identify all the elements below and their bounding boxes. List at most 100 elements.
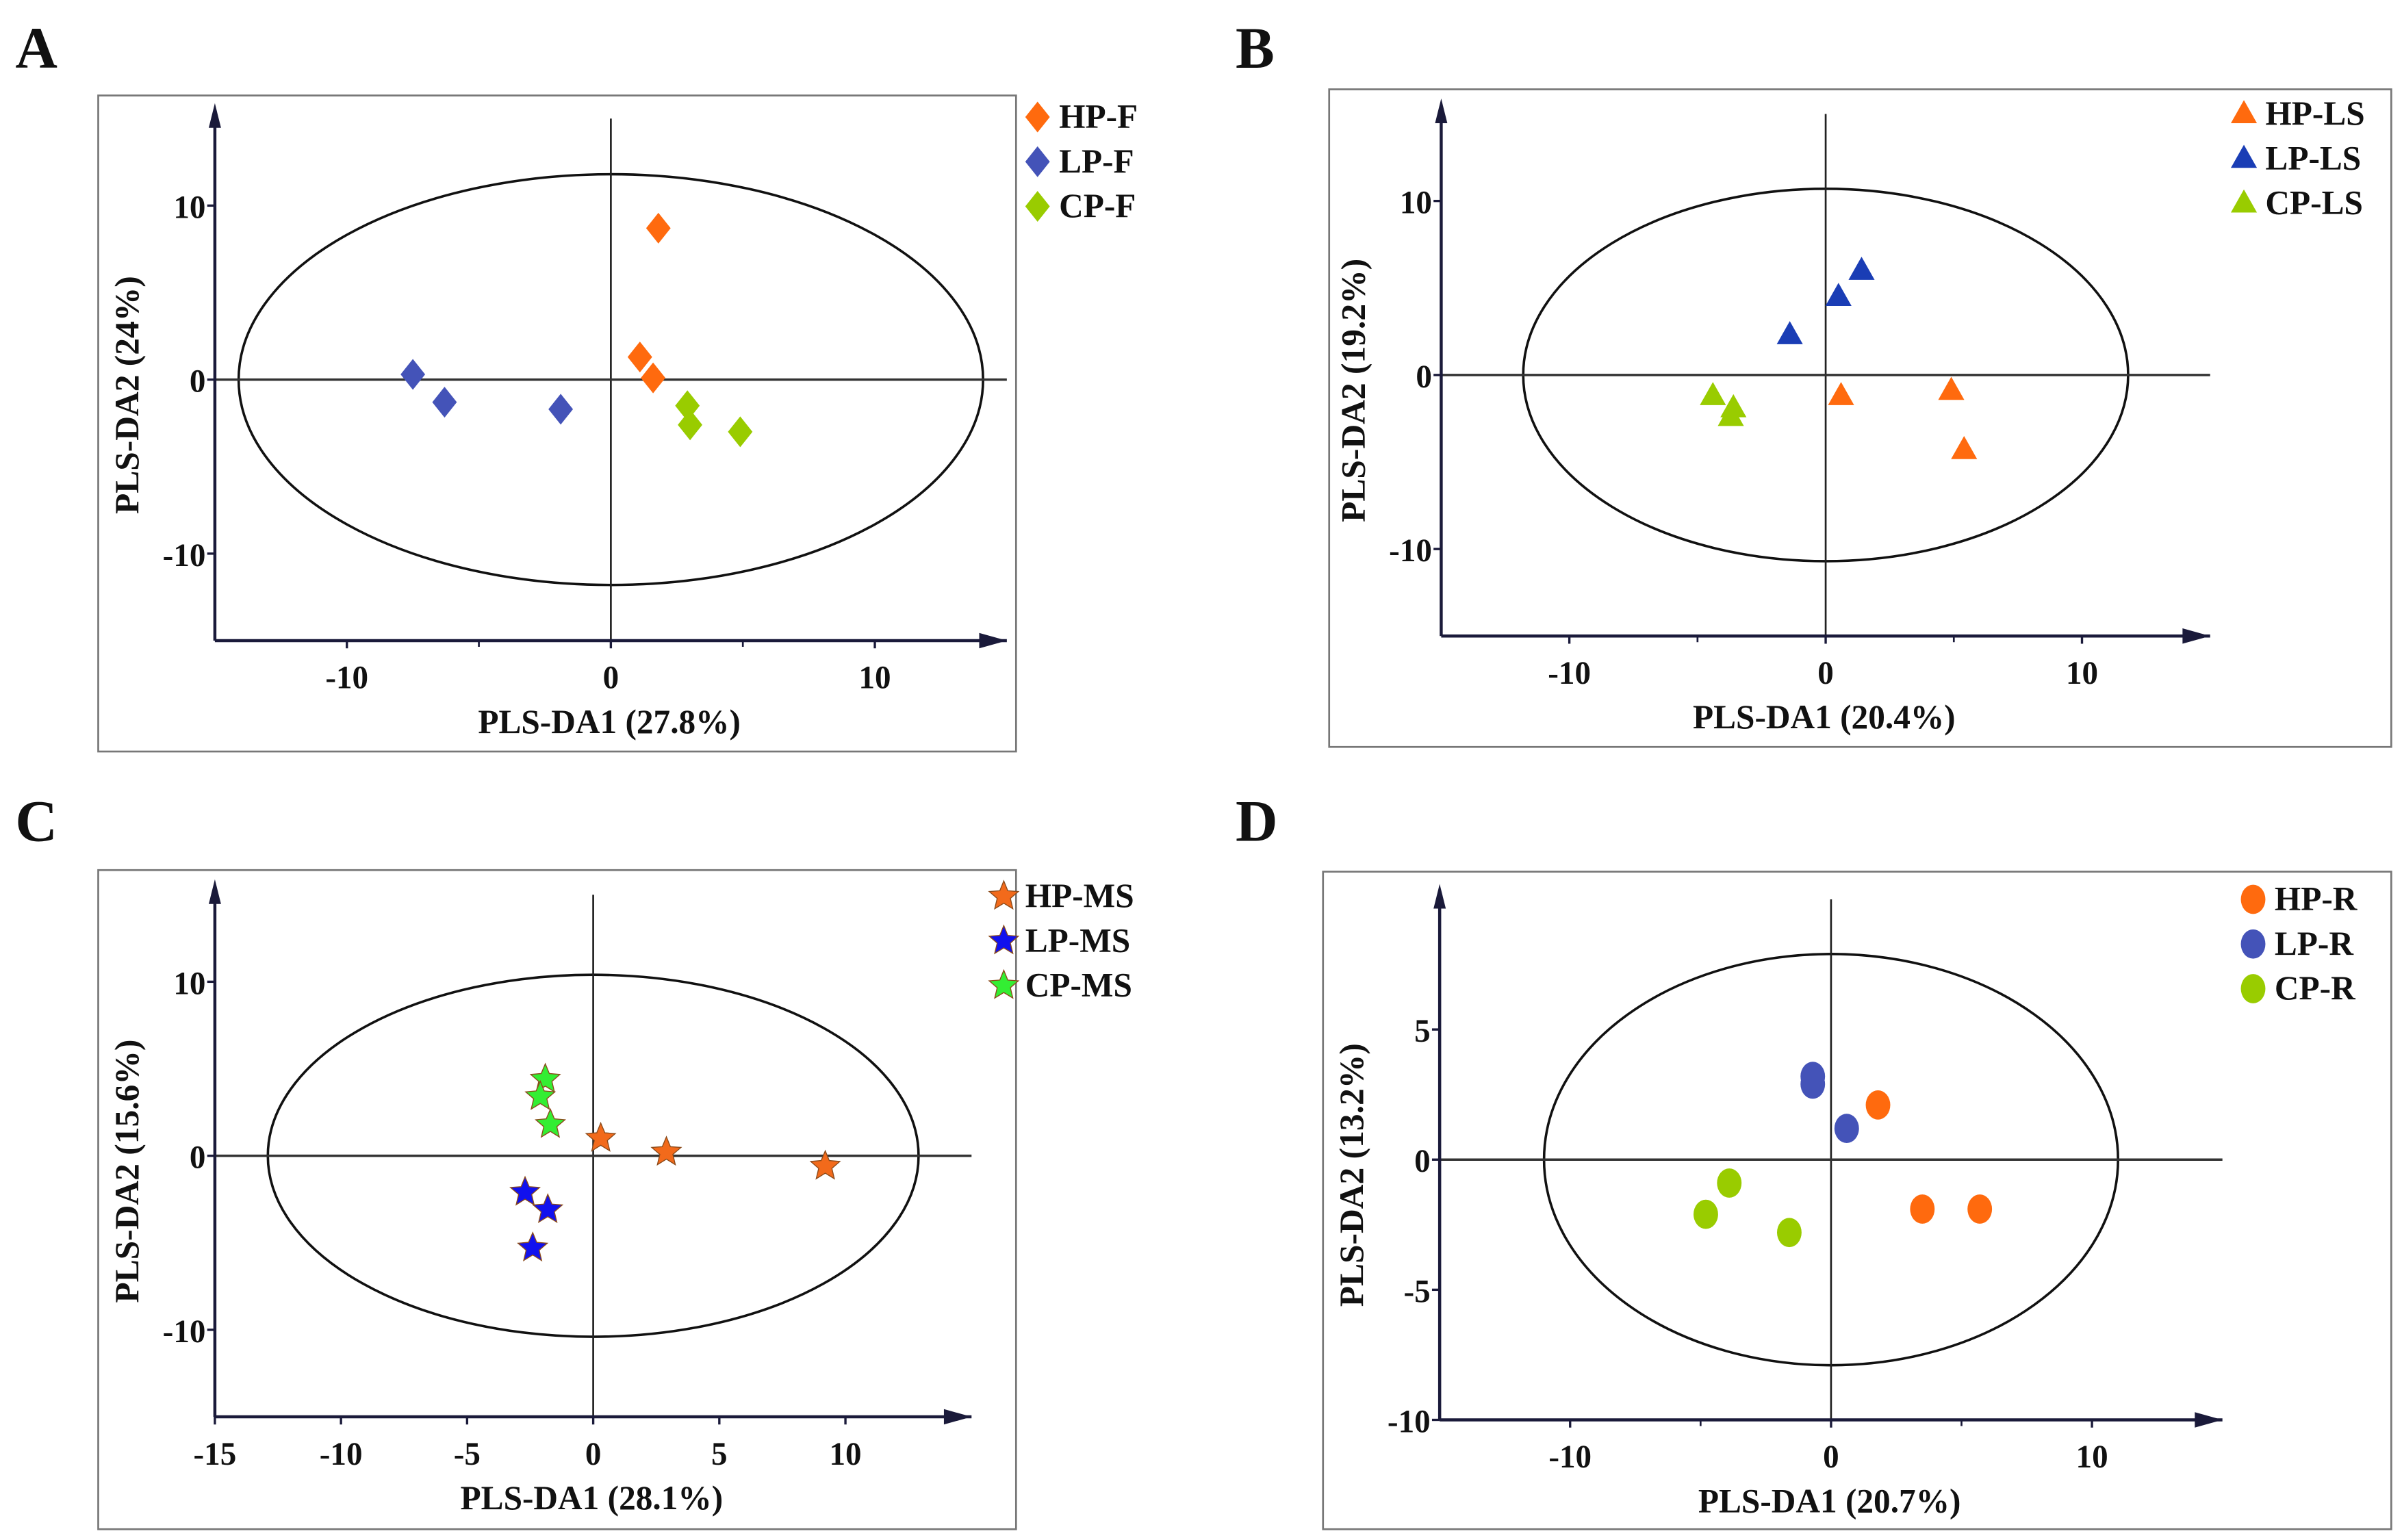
data-point [646, 212, 671, 244]
y-axis-arrow-icon [208, 103, 221, 128]
y-tick-label: 0 [1416, 359, 1432, 395]
data-point [1828, 382, 1854, 405]
series-hp-f [627, 212, 671, 394]
data-point [517, 1231, 549, 1262]
y-tick-label: -10 [1388, 1404, 1431, 1439]
x-axis-label: PLS-DA1 (20.7%) [1698, 1482, 1961, 1519]
data-point [548, 394, 574, 425]
legend-circle-icon [2240, 884, 2266, 914]
legend-label: CP-R [2275, 969, 2356, 1007]
data-point [1848, 257, 1875, 280]
x-tick-label: -15 [194, 1437, 237, 1472]
data-point [535, 1107, 567, 1138]
series-cp-ls [1700, 382, 1747, 426]
panel-b: B -10 0 10 -10 0 10 PLS-DA1 (20.4%) PLS-DA2 (19.… [1236, 16, 2392, 748]
panel-frame [1322, 871, 2392, 1530]
legend-star-icon [988, 880, 1020, 910]
x-axis-label: PLS-DA1 (28.1%) [461, 1479, 724, 1517]
x-axis-label: PLS-DA1 (20.4%) [1693, 698, 1956, 736]
x-axis-arrow-icon [2195, 1412, 2223, 1428]
x-tick-label: 10 [2076, 1439, 2108, 1475]
panel-letter: C [15, 789, 58, 854]
data-point [641, 362, 666, 394]
legend-label: LP-R [2275, 925, 2354, 962]
panel-frame [97, 94, 1017, 753]
y-tick-label: -10 [1389, 533, 1432, 569]
y-axis-label: PLS-DA2 (19.2%) [1334, 259, 1372, 522]
series-cp-ms [524, 1062, 567, 1138]
y-axis-label: PLS-DA2 (15.6%) [108, 1040, 146, 1303]
legend-label: HP-MS [1025, 877, 1134, 914]
x-tick-label: -10 [320, 1437, 363, 1472]
data-point [1951, 435, 1978, 459]
data-point [1825, 283, 1852, 306]
panel-letter: A [15, 16, 58, 81]
series-lp-f [400, 359, 574, 425]
data-point [1800, 1069, 1826, 1099]
series-cp-r [1694, 1168, 1802, 1248]
panel-letter: B [1236, 16, 1275, 81]
y-tick-label: 10 [173, 966, 205, 1001]
x-tick-label: 10 [859, 660, 891, 696]
panel-c: C -15 -10 -5 0 5 10 -10 0 10 PLS-DA1 (28.1%) PLS-DA… [15, 789, 1134, 1530]
legend-star-icon [988, 968, 1020, 999]
y-axis-arrow-icon [1433, 884, 1446, 909]
y-tick-label: 0 [190, 364, 206, 400]
legend-label: CP-LS [2265, 184, 2363, 222]
data-point [1700, 382, 1726, 405]
y-axis-arrow-icon [1435, 99, 1448, 123]
x-tick-label: -10 [1548, 656, 1591, 691]
data-point [532, 1193, 564, 1224]
panel-frame [97, 869, 1017, 1530]
data-point [1967, 1194, 1993, 1224]
panel-frame [1328, 88, 2392, 748]
legend-circle-icon [2240, 929, 2266, 959]
data-point [1717, 1168, 1742, 1198]
x-tick-label: 10 [2066, 656, 2098, 691]
series-lp-ms [509, 1175, 564, 1262]
x-axis-arrow-icon [943, 1409, 972, 1425]
data-point [1776, 1218, 1802, 1248]
data-point [1694, 1199, 1718, 1229]
data-point [1938, 376, 1965, 400]
x-axis-label: PLS-DA1 (27.8%) [478, 703, 741, 741]
data-point [1834, 1114, 1859, 1143]
data-point [1910, 1194, 1935, 1224]
data-point [1865, 1090, 1891, 1120]
y-tick-label: -10 [163, 1314, 206, 1350]
data-point [1776, 321, 1803, 344]
x-axis-arrow-icon [979, 632, 1007, 649]
y-tick-label: 10 [1400, 185, 1432, 221]
x-tick-label: -10 [1548, 1439, 1592, 1475]
data-point [650, 1135, 682, 1166]
data-point [529, 1062, 561, 1093]
series-hp-ms [585, 1121, 841, 1180]
data-point [675, 390, 700, 422]
series-lp-ls [1776, 257, 1875, 344]
legend-triangle-icon [2230, 189, 2258, 213]
series-cp-f [675, 390, 753, 448]
x-axis-arrow-icon [2182, 628, 2210, 644]
y-axis-label: PLS-DA2 (13.2%) [1333, 1043, 1370, 1307]
legend-diamond-icon [1025, 101, 1050, 133]
legend-label: HP-R [2275, 880, 2358, 918]
x-tick-label: 0 [603, 660, 619, 696]
series-hp-r [1865, 1090, 1993, 1224]
legend-star-icon [988, 924, 1020, 955]
legend-label: CP-F [1059, 187, 1136, 224]
data-point [728, 416, 753, 448]
y-axis-label: PLS-DA2 (24%) [108, 276, 146, 514]
data-point [585, 1121, 617, 1152]
legend-diamond-icon [1025, 146, 1050, 177]
x-tick-label: -5 [454, 1437, 481, 1472]
legend-triangle-icon [2230, 144, 2258, 168]
x-tick-label: 0 [1817, 656, 1834, 691]
y-axis-arrow-icon [208, 879, 221, 904]
y-tick-label: -5 [1403, 1274, 1430, 1309]
data-point [809, 1149, 841, 1180]
y-tick-label: -10 [163, 538, 206, 574]
legend-triangle-icon [2230, 100, 2258, 123]
panel-letter: D [1236, 789, 1278, 854]
y-tick-label: 5 [1414, 1014, 1431, 1049]
